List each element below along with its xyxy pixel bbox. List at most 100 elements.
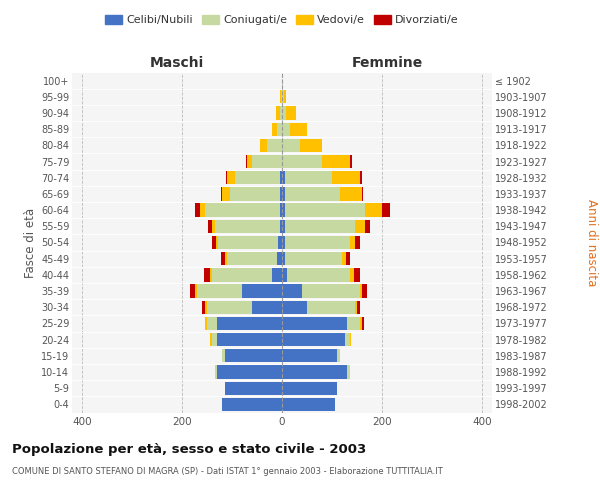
Bar [282,284,302,298]
Bar [282,204,284,217]
Bar [217,333,282,346]
Bar [359,317,362,330]
Bar [280,188,282,200]
Bar [282,90,284,104]
Text: Maschi: Maschi [150,56,204,70]
Bar [355,236,359,249]
Bar [277,122,282,136]
Bar [287,268,349,281]
Bar [205,204,280,217]
Bar [202,300,205,314]
Bar [362,284,367,298]
Bar [286,106,296,120]
Bar [209,333,212,346]
Bar [205,300,207,314]
Bar [284,188,340,200]
Bar [357,300,359,314]
Bar [355,300,357,314]
Bar [299,138,322,152]
Bar [205,317,207,330]
Bar [282,382,337,395]
Bar [208,220,212,233]
Bar [212,236,215,249]
Bar [209,268,212,281]
Bar [242,284,282,298]
Bar [347,366,349,378]
Bar [282,138,299,152]
Bar [349,155,352,168]
Bar [218,236,278,249]
Bar [346,252,350,266]
Bar [280,220,282,233]
Bar [347,317,359,330]
Bar [272,268,282,281]
Bar [282,349,337,362]
Bar [282,188,284,200]
Bar [362,188,363,200]
Bar [284,204,365,217]
Bar [252,300,282,314]
Bar [340,188,362,200]
Bar [247,155,252,168]
Bar [284,220,355,233]
Bar [215,220,280,233]
Text: Anni di nascita: Anni di nascita [584,199,598,286]
Bar [267,138,282,152]
Bar [355,220,365,233]
Bar [344,333,349,346]
Bar [252,155,282,168]
Bar [221,188,222,200]
Bar [282,106,286,120]
Bar [332,171,359,184]
Bar [224,252,227,266]
Bar [280,204,282,217]
Bar [282,252,284,266]
Bar [212,268,272,281]
Bar [282,171,284,184]
Bar [282,220,284,233]
Bar [337,349,340,362]
Bar [282,122,290,136]
Bar [221,252,224,266]
Bar [353,268,359,281]
Bar [280,171,282,184]
Bar [260,138,267,152]
Bar [302,284,359,298]
Bar [365,220,370,233]
Legend: Celibi/Nubili, Coniugati/e, Vedovi/e, Divorziati/e: Celibi/Nubili, Coniugati/e, Vedovi/e, Di… [101,10,463,30]
Bar [284,90,286,104]
Bar [359,171,362,184]
Bar [349,268,353,281]
Bar [281,90,282,104]
Bar [190,284,194,298]
Bar [282,317,347,330]
Bar [349,236,355,249]
Bar [362,317,364,330]
Bar [275,106,280,120]
Text: COMUNE DI SANTO STEFANO DI MAGRA (SP) - Dati ISTAT 1° gennaio 2003 - Elaborazion: COMUNE DI SANTO STEFANO DI MAGRA (SP) - … [12,468,443,476]
Bar [277,252,282,266]
Bar [307,300,355,314]
Bar [212,333,217,346]
Bar [203,268,209,281]
Bar [282,366,347,378]
Bar [222,188,229,200]
Bar [246,155,247,168]
Text: Popolazione per età, sesso e stato civile - 2003: Popolazione per età, sesso e stato civil… [12,442,366,456]
Bar [227,252,277,266]
Bar [278,236,282,249]
Bar [282,155,322,168]
Bar [342,252,346,266]
Bar [290,122,307,136]
Bar [222,398,282,411]
Bar [280,106,282,120]
Bar [382,204,389,217]
Bar [235,171,280,184]
Bar [322,155,349,168]
Bar [217,366,282,378]
Bar [194,204,199,217]
Bar [227,171,235,184]
Bar [199,204,205,217]
Bar [284,252,342,266]
Bar [197,284,242,298]
